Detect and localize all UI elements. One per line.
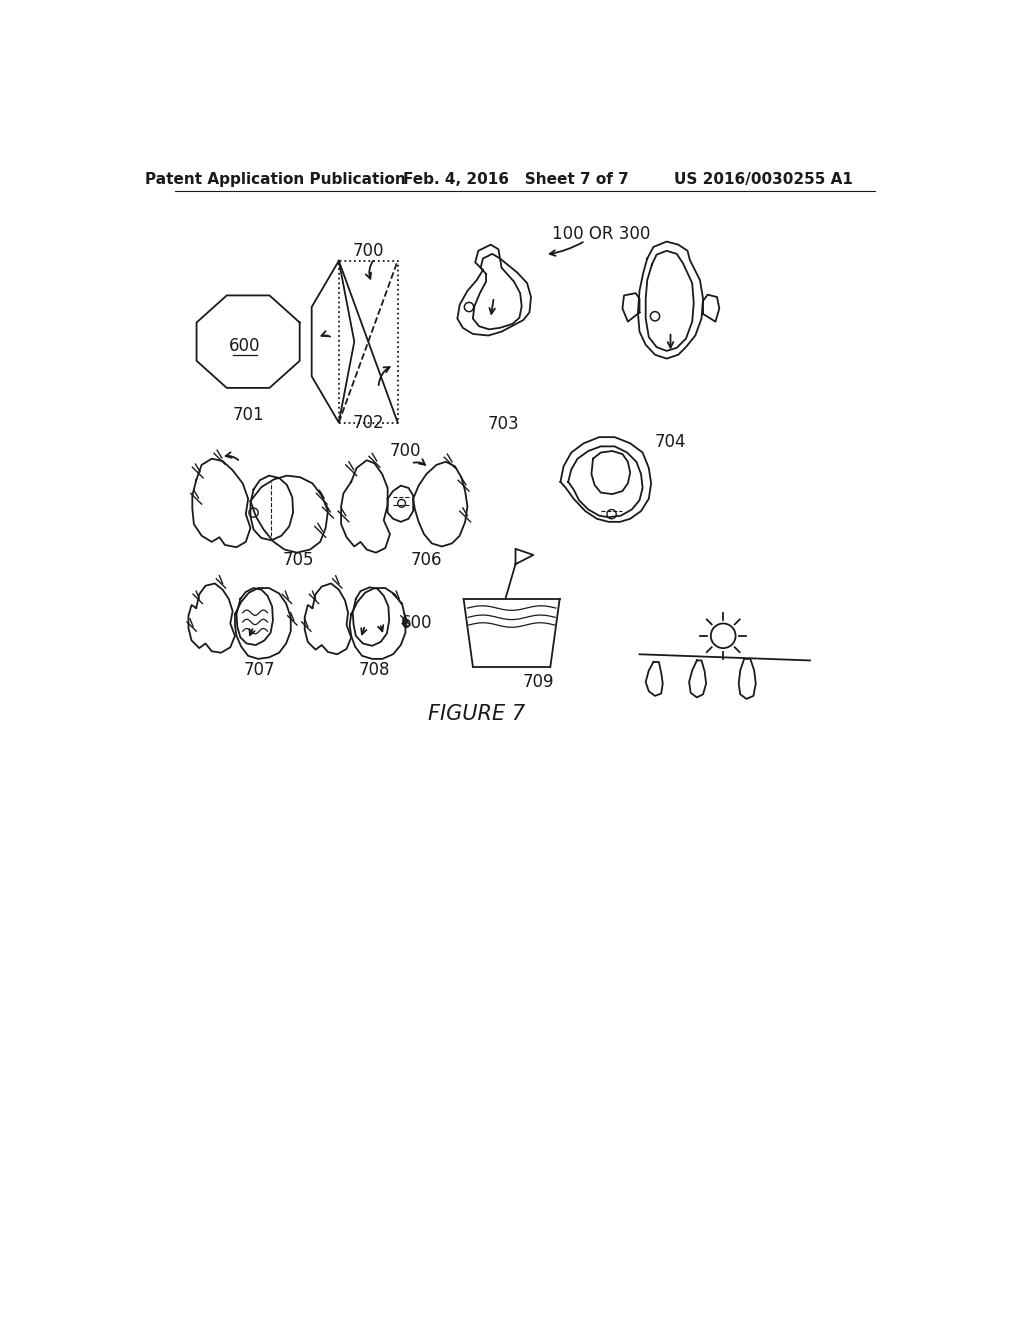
Text: 707: 707 <box>244 661 275 680</box>
Text: 703: 703 <box>488 414 520 433</box>
Text: 600: 600 <box>401 615 433 632</box>
Text: 700: 700 <box>352 242 384 260</box>
Text: 600: 600 <box>228 337 260 355</box>
Text: 704: 704 <box>654 433 686 450</box>
Text: 709: 709 <box>523 673 555 690</box>
Text: 700: 700 <box>390 442 421 459</box>
Text: US 2016/0030255 A1: US 2016/0030255 A1 <box>674 172 853 186</box>
Text: 706: 706 <box>411 552 442 569</box>
Text: Patent Application Publication: Patent Application Publication <box>144 172 406 186</box>
Text: 702: 702 <box>352 413 384 432</box>
Text: 100 OR 300: 100 OR 300 <box>552 224 650 243</box>
Text: 701: 701 <box>232 405 264 424</box>
Text: 705: 705 <box>283 552 314 569</box>
Text: FIGURE 7: FIGURE 7 <box>428 705 525 725</box>
Text: 708: 708 <box>358 661 390 680</box>
Text: Feb. 4, 2016   Sheet 7 of 7: Feb. 4, 2016 Sheet 7 of 7 <box>402 172 629 186</box>
